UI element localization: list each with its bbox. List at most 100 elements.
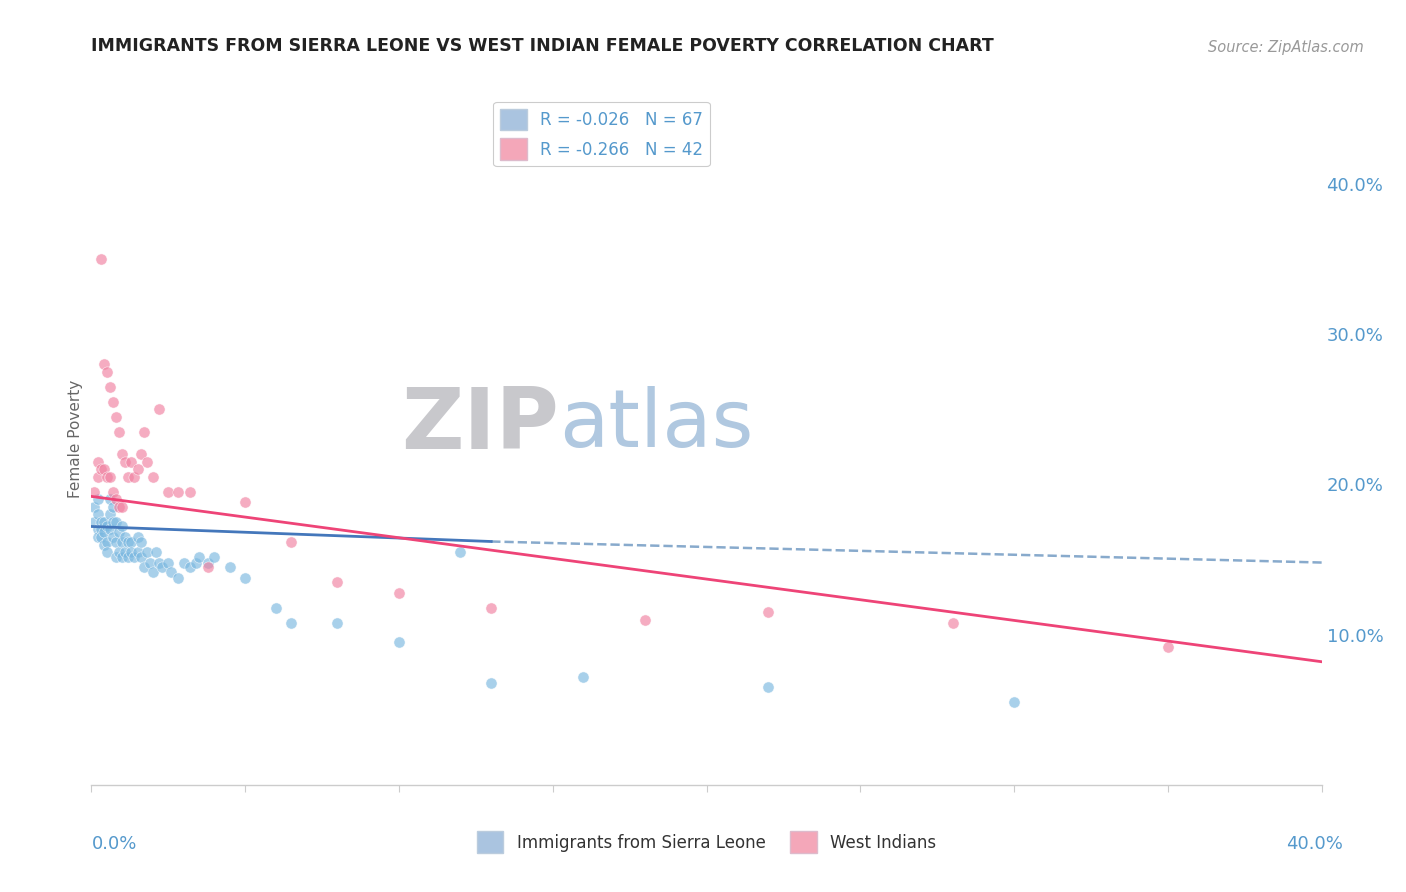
Point — [105, 409, 127, 424]
Point — [114, 455, 136, 469]
Point — [90, 252, 112, 266]
Point — [135, 545, 157, 559]
Point — [479, 600, 502, 615]
Point — [101, 484, 124, 499]
Text: ZIP: ZIP — [401, 384, 558, 467]
Point — [86, 455, 108, 469]
Point — [114, 545, 136, 559]
Point — [132, 425, 155, 439]
Point — [120, 534, 142, 549]
Point — [188, 549, 211, 564]
Point — [86, 523, 108, 537]
Point — [98, 470, 121, 484]
Point — [108, 500, 131, 514]
Point — [197, 556, 219, 570]
Point — [1002, 695, 1025, 709]
Point — [101, 515, 124, 529]
Point — [101, 394, 124, 409]
Point — [572, 670, 595, 684]
Point — [86, 492, 108, 507]
Text: 0.0%: 0.0% — [91, 835, 136, 853]
Point — [90, 530, 112, 544]
Point — [157, 556, 180, 570]
Point — [105, 534, 127, 549]
Point — [756, 680, 779, 694]
Point — [108, 525, 131, 540]
Text: 40.0%: 40.0% — [1286, 835, 1343, 853]
Point — [93, 462, 115, 476]
Point — [233, 495, 256, 509]
Point — [150, 560, 173, 574]
Point — [127, 545, 149, 559]
Point — [124, 470, 146, 484]
Point — [108, 545, 131, 559]
Point — [93, 515, 115, 529]
Point — [111, 549, 134, 564]
Point — [96, 470, 118, 484]
Point — [111, 447, 134, 461]
Point — [98, 508, 121, 522]
Point — [105, 492, 127, 507]
Point — [114, 530, 136, 544]
Point — [86, 530, 108, 544]
Point — [280, 534, 302, 549]
Point — [86, 470, 108, 484]
Point — [634, 613, 657, 627]
Point — [173, 556, 195, 570]
Point — [184, 556, 207, 570]
Point — [148, 556, 170, 570]
Point — [218, 560, 240, 574]
Point — [124, 549, 146, 564]
Point — [202, 549, 225, 564]
Point — [120, 545, 142, 559]
Point — [148, 402, 170, 417]
Point — [96, 365, 118, 379]
Point — [756, 605, 779, 619]
Point — [93, 537, 115, 551]
Text: atlas: atlas — [558, 386, 754, 465]
Point — [83, 500, 105, 514]
Point — [179, 484, 201, 499]
Point — [98, 492, 121, 507]
Point — [83, 484, 105, 499]
Point — [101, 530, 124, 544]
Point — [117, 549, 139, 564]
Point — [449, 545, 471, 559]
Text: Source: ZipAtlas.com: Source: ZipAtlas.com — [1208, 40, 1364, 55]
Point — [264, 600, 287, 615]
Point — [129, 447, 152, 461]
Point — [111, 534, 134, 549]
Point — [105, 549, 127, 564]
Point — [96, 519, 118, 533]
Point — [105, 515, 127, 529]
Point — [90, 462, 112, 476]
Point — [93, 525, 115, 540]
Point — [117, 534, 139, 549]
Point — [117, 470, 139, 484]
Point — [145, 545, 167, 559]
Point — [479, 675, 502, 690]
Point — [326, 575, 349, 590]
Point — [132, 560, 155, 574]
Point — [326, 615, 349, 630]
Y-axis label: Female Poverty: Female Poverty — [67, 380, 83, 499]
Point — [129, 549, 152, 564]
Point — [98, 523, 121, 537]
Point — [86, 508, 108, 522]
Point — [127, 462, 149, 476]
Point — [942, 615, 965, 630]
Point — [83, 515, 105, 529]
Point — [1157, 640, 1180, 654]
Point — [120, 455, 142, 469]
Point — [108, 425, 131, 439]
Point — [111, 519, 134, 533]
Point — [166, 571, 188, 585]
Text: IMMIGRANTS FROM SIERRA LEONE VS WEST INDIAN FEMALE POVERTY CORRELATION CHART: IMMIGRANTS FROM SIERRA LEONE VS WEST IND… — [91, 37, 994, 55]
Point — [90, 523, 112, 537]
Point — [388, 585, 411, 599]
Point — [157, 484, 180, 499]
Point — [197, 560, 219, 574]
Point — [160, 565, 183, 579]
Point — [166, 484, 188, 499]
Point — [135, 455, 157, 469]
